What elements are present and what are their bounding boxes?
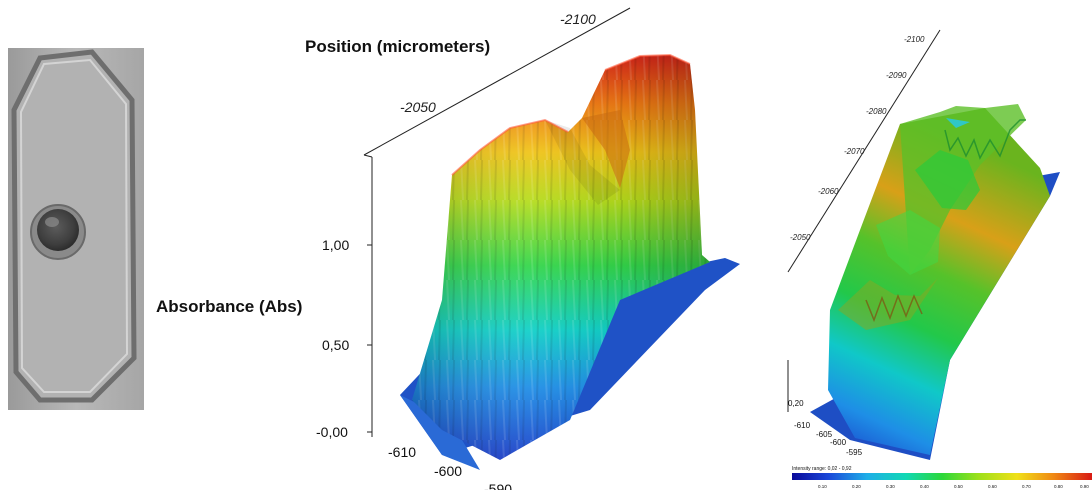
colorbar-tick-030: 0.30 (886, 484, 895, 489)
side-position-tick-2070: -2070 (844, 147, 865, 156)
colorbar-tick-060: 0.60 (988, 484, 997, 489)
x-tick-610: -610 (388, 444, 416, 460)
side-position-tick-2060: -2060 (818, 187, 839, 196)
absorbance-tick-05: 0,50 (322, 337, 349, 353)
side-z-tick: 0,20 (788, 399, 804, 408)
absorbance-axis-label: Absorbance (Abs) (156, 297, 302, 316)
side-surface-plot: -2100 -2090 -2080 -2070 -2060 -2050 0,20… (770, 0, 1092, 490)
side-position-tick-2090: -2090 (886, 71, 907, 80)
colorbar-tick-080: 0.80 (1054, 484, 1063, 489)
colorbar-tick-050: 0.50 (954, 484, 963, 489)
side-x-tick-595: -595 (846, 448, 863, 457)
side-x-tick-600: -600 (830, 438, 847, 447)
x-tick-600: -600 (434, 463, 462, 479)
intensity-range-label: Intensity range: 0,02 - 0,92 (792, 466, 852, 472)
position-tick-2100: -2100 (560, 11, 596, 27)
x-tick-590: -590 (484, 481, 512, 490)
side-position-tick-2080: -2080 (866, 107, 887, 116)
colorbar-tick-040: 0.40 (920, 484, 929, 489)
absorbance-tick-1: 1,00 (322, 237, 349, 253)
main-surface-plot: Position (micrometers) Absorbance (Abs) … (150, 0, 770, 490)
side-position-tick-2100: -2100 (904, 35, 925, 44)
side-x-tick-605: -605 (816, 430, 833, 439)
colorbar-tick-090: 0.90 (1080, 484, 1089, 489)
colorbar-tick-020: 0.20 (852, 484, 861, 489)
colorbar-tick-010: 0.10 (818, 484, 827, 489)
colorbar (792, 473, 1092, 480)
colorbar-tick-070: 0.70 (1022, 484, 1031, 489)
cell-micrograph-image (0, 0, 150, 490)
side-x-tick-610: -610 (794, 421, 811, 430)
side-position-tick-2050: -2050 (790, 233, 811, 242)
position-tick-2050: -2050 (400, 99, 436, 115)
absorbance-tick-0: -0,00 (316, 424, 348, 440)
position-axis-label: Position (micrometers) (305, 37, 490, 56)
